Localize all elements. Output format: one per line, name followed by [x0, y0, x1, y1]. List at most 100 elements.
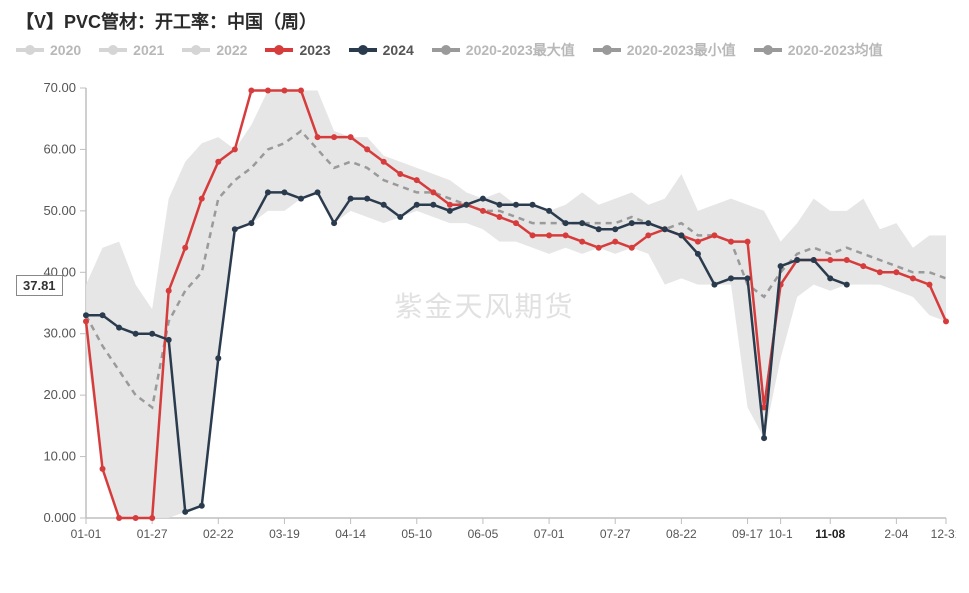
- series-point-2023[interactable]: [745, 239, 751, 245]
- series-point-2023[interactable]: [860, 263, 866, 269]
- series-point-2024[interactable]: [530, 202, 536, 208]
- legend-item[interactable]: 2024: [349, 42, 414, 58]
- series-point-2024[interactable]: [298, 196, 304, 202]
- series-point-2023[interactable]: [943, 318, 949, 324]
- series-point-2023[interactable]: [645, 232, 651, 238]
- series-point-2024[interactable]: [794, 257, 800, 263]
- series-point-2024[interactable]: [199, 503, 205, 509]
- series-point-2024[interactable]: [331, 220, 337, 226]
- legend-item[interactable]: 2021: [99, 42, 164, 58]
- series-point-2023[interactable]: [315, 134, 321, 140]
- series-point-2024[interactable]: [265, 189, 271, 195]
- series-point-2023[interactable]: [232, 146, 238, 152]
- series-point-2023[interactable]: [629, 245, 635, 251]
- series-point-2023[interactable]: [248, 87, 254, 93]
- series-point-2023[interactable]: [728, 239, 734, 245]
- series-point-2024[interactable]: [480, 196, 486, 202]
- series-point-2023[interactable]: [83, 318, 89, 324]
- legend-item[interactable]: 2022: [182, 42, 247, 58]
- series-point-2024[interactable]: [811, 257, 817, 263]
- series-point-2024[interactable]: [596, 226, 602, 232]
- series-point-2023[interactable]: [364, 146, 370, 152]
- series-point-2024[interactable]: [645, 220, 651, 226]
- series-point-2023[interactable]: [348, 134, 354, 140]
- series-point-2024[interactable]: [83, 312, 89, 318]
- series-point-2023[interactable]: [381, 159, 387, 165]
- series-point-2023[interactable]: [513, 220, 519, 226]
- series-point-2024[interactable]: [745, 275, 751, 281]
- series-point-2024[interactable]: [844, 282, 850, 288]
- series-point-2023[interactable]: [893, 269, 899, 275]
- legend-item[interactable]: 2020: [16, 42, 81, 58]
- series-point-2023[interactable]: [579, 239, 585, 245]
- series-point-2024[interactable]: [463, 202, 469, 208]
- series-point-2024[interactable]: [695, 251, 701, 257]
- series-point-2023[interactable]: [100, 466, 106, 472]
- legend-item[interactable]: 2020-2023最小值: [593, 40, 736, 60]
- series-point-2023[interactable]: [844, 257, 850, 263]
- series-point-2023[interactable]: [166, 288, 172, 294]
- series-point-2023[interactable]: [281, 87, 287, 93]
- series-point-2024[interactable]: [166, 337, 172, 343]
- series-point-2024[interactable]: [414, 202, 420, 208]
- series-point-2024[interactable]: [315, 189, 321, 195]
- series-point-2023[interactable]: [430, 189, 436, 195]
- series-point-2024[interactable]: [662, 226, 668, 232]
- legend-item[interactable]: 2020-2023最大值: [432, 40, 575, 60]
- series-point-2023[interactable]: [447, 202, 453, 208]
- series-point-2023[interactable]: [910, 275, 916, 281]
- legend-item[interactable]: 2023: [265, 42, 330, 58]
- series-point-2024[interactable]: [348, 196, 354, 202]
- series-point-2024[interactable]: [430, 202, 436, 208]
- series-point-2023[interactable]: [397, 171, 403, 177]
- series-point-2024[interactable]: [100, 312, 106, 318]
- series-point-2023[interactable]: [480, 208, 486, 214]
- series-point-2024[interactable]: [579, 220, 585, 226]
- series-point-2024[interactable]: [381, 202, 387, 208]
- series-point-2024[interactable]: [711, 282, 717, 288]
- series-point-2023[interactable]: [596, 245, 602, 251]
- series-point-2023[interactable]: [149, 515, 155, 521]
- series-point-2024[interactable]: [728, 275, 734, 281]
- series-point-2024[interactable]: [215, 355, 221, 361]
- series-point-2024[interactable]: [496, 202, 502, 208]
- series-point-2024[interactable]: [629, 220, 635, 226]
- series-point-2024[interactable]: [447, 208, 453, 214]
- series-point-2023[interactable]: [563, 232, 569, 238]
- series-point-2024[interactable]: [133, 331, 139, 337]
- series-point-2024[interactable]: [513, 202, 519, 208]
- series-point-2024[interactable]: [116, 325, 122, 331]
- series-point-2024[interactable]: [563, 220, 569, 226]
- series-point-2023[interactable]: [414, 177, 420, 183]
- series-point-2024[interactable]: [182, 509, 188, 515]
- series-point-2024[interactable]: [281, 189, 287, 195]
- series-point-2023[interactable]: [265, 87, 271, 93]
- series-point-2024[interactable]: [149, 331, 155, 337]
- series-point-2024[interactable]: [778, 263, 784, 269]
- series-point-2023[interactable]: [298, 87, 304, 93]
- series-point-2023[interactable]: [877, 269, 883, 275]
- series-point-2024[interactable]: [546, 208, 552, 214]
- series-point-2023[interactable]: [496, 214, 502, 220]
- series-point-2024[interactable]: [397, 214, 403, 220]
- series-point-2023[interactable]: [711, 232, 717, 238]
- series-point-2023[interactable]: [546, 232, 552, 238]
- series-point-2023[interactable]: [199, 196, 205, 202]
- series-point-2023[interactable]: [331, 134, 337, 140]
- series-point-2023[interactable]: [182, 245, 188, 251]
- series-point-2024[interactable]: [364, 196, 370, 202]
- series-point-2024[interactable]: [232, 226, 238, 232]
- series-point-2024[interactable]: [761, 435, 767, 441]
- series-point-2023[interactable]: [530, 232, 536, 238]
- series-point-2023[interactable]: [926, 282, 932, 288]
- series-point-2024[interactable]: [827, 275, 833, 281]
- series-point-2024[interactable]: [678, 232, 684, 238]
- series-point-2023[interactable]: [133, 515, 139, 521]
- series-point-2023[interactable]: [695, 239, 701, 245]
- series-point-2023[interactable]: [116, 515, 122, 521]
- series-point-2023[interactable]: [612, 239, 618, 245]
- series-point-2024[interactable]: [612, 226, 618, 232]
- series-point-2024[interactable]: [248, 220, 254, 226]
- legend-item[interactable]: 2020-2023均值: [754, 40, 883, 60]
- series-point-2023[interactable]: [827, 257, 833, 263]
